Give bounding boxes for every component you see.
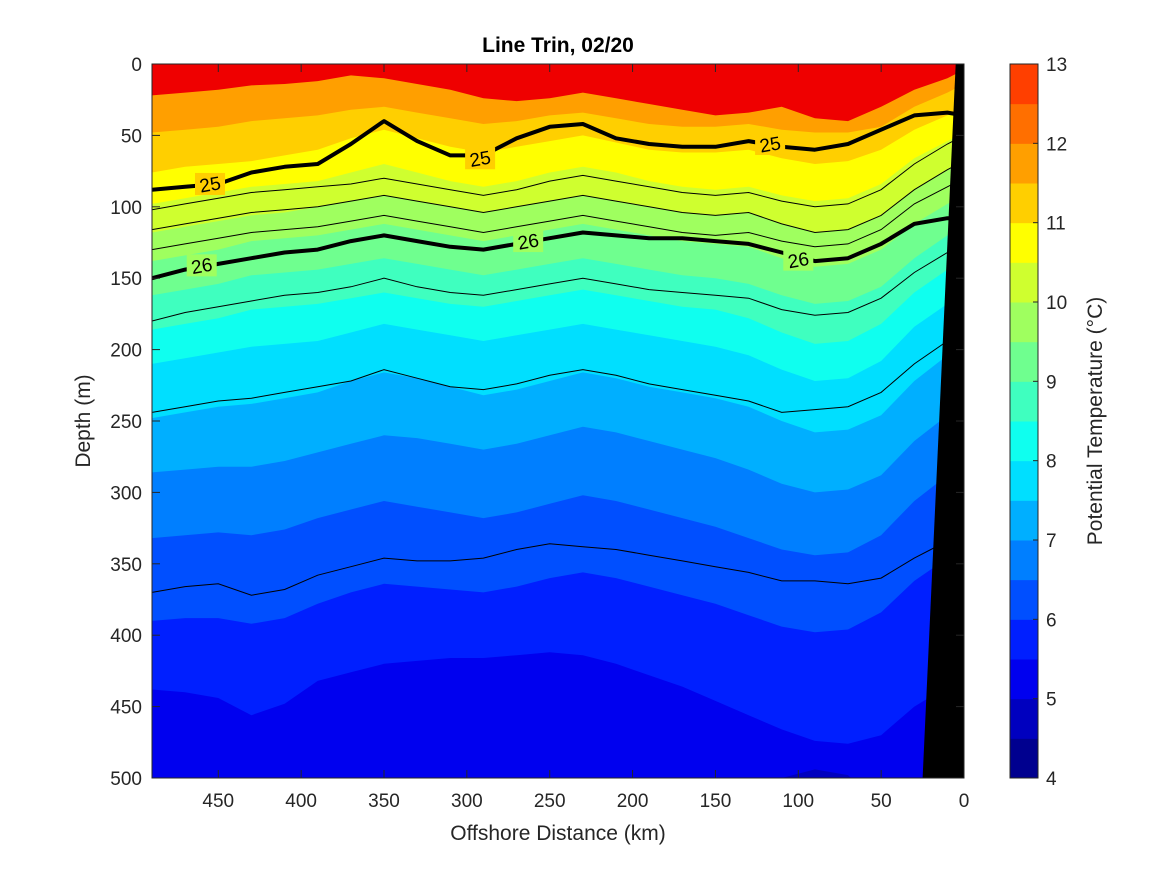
- x-tick-label: 350: [368, 791, 400, 812]
- colorbar-tick-label: 4: [1046, 769, 1057, 790]
- colorbar-swatch: [1010, 183, 1038, 224]
- contour-label: 26: [513, 230, 544, 255]
- y-tick-label: 250: [110, 412, 142, 433]
- colorbar-swatch: [1010, 540, 1038, 581]
- thin-contour-lines: [152, 134, 964, 596]
- contour-line: [152, 160, 964, 234]
- y-tick-label: 500: [110, 769, 142, 790]
- colorbar-swatch: [1010, 659, 1038, 700]
- x-tick-label: 250: [534, 791, 566, 812]
- contour-label: 26: [783, 248, 814, 273]
- colorbar-tick-label: 12: [1046, 134, 1067, 155]
- contour-label-text: 26: [190, 255, 214, 279]
- colorbar-swatch: [1010, 738, 1038, 779]
- contour-label: 25: [755, 132, 786, 158]
- x-axis-label: Offshore Distance (km): [450, 822, 666, 845]
- contour-line: [152, 240, 964, 322]
- contour-label: 26: [186, 254, 217, 279]
- bathymetry-mask: [922, 64, 964, 778]
- y-tick-label: 450: [110, 698, 142, 719]
- y-tick-label: 0: [131, 55, 142, 76]
- contour-label-text: 25: [198, 173, 222, 197]
- x-tick-label: 100: [782, 791, 814, 812]
- y-tick-label: 200: [110, 341, 142, 362]
- colorbar-tick-label: 5: [1046, 690, 1057, 711]
- contour-line: [152, 134, 964, 211]
- temperature-fills: [152, 69, 964, 778]
- colorbar-swatch: [1010, 302, 1038, 343]
- colorbar-swatch: [1010, 341, 1038, 382]
- colorbar-swatch: [1010, 64, 1038, 105]
- colorbar-label: Potential Temperature (°C): [1084, 297, 1107, 545]
- colorbar-tick-label: 8: [1046, 452, 1057, 473]
- colorbar: 4 5 6 7 8 9 10 11 12 13: [1009, 55, 1067, 790]
- contour-label: 25: [195, 172, 225, 198]
- x-tick-label: 400: [285, 791, 317, 812]
- colorbar-tick-label: 7: [1046, 531, 1057, 552]
- colorbar-swatch: [1010, 103, 1038, 144]
- colorbar-swatch: [1010, 262, 1038, 303]
- colorbar-tick-label: 13: [1046, 55, 1067, 76]
- contour-label-text: 25: [758, 133, 782, 157]
- x-tick-label: 200: [617, 791, 649, 812]
- colorbar-tick-label: 9: [1046, 372, 1057, 393]
- y-tick-label: 150: [110, 269, 142, 290]
- colorbar-tick-label: 11: [1046, 214, 1066, 235]
- contour-line: [152, 177, 964, 251]
- x-tick-label: 300: [451, 791, 483, 812]
- colorbar-swatch: [1010, 421, 1038, 462]
- y-tick-label: 350: [110, 555, 142, 576]
- y-axis-label: Depth (m): [72, 374, 95, 467]
- colorbar-swatch: [1010, 619, 1038, 660]
- colorbar-swatch: [1010, 143, 1038, 184]
- isopycnal-26-line: [152, 216, 964, 281]
- labeled-contour-lines: [152, 110, 964, 281]
- colorbar-tick-label: 10: [1046, 293, 1067, 314]
- y-axis-ticks: 0 50 100 150 200 250 300 350 400 450 500: [110, 55, 964, 790]
- contour-label: 25: [465, 147, 496, 172]
- y-tick-label: 300: [110, 483, 142, 504]
- contour-label-text: 26: [516, 230, 540, 254]
- x-tick-label: 150: [700, 791, 732, 812]
- colorbar-swatch: [1010, 222, 1038, 263]
- contour-labels: 25 25 25 26 26 26: [186, 132, 814, 279]
- y-tick-label: 50: [121, 126, 142, 147]
- contour-line: [152, 326, 964, 413]
- contour-label-text: 25: [468, 148, 492, 172]
- x-tick-label: 450: [202, 791, 234, 812]
- colorbar-swatch: [1010, 381, 1038, 422]
- contour-label-text: 26: [786, 249, 810, 273]
- x-tick-label: 50: [871, 791, 892, 812]
- colorbar-swatch: [1010, 460, 1038, 501]
- temperature-band: [781, 769, 852, 778]
- colorbar-swatch: [1010, 579, 1038, 620]
- colorbar-frame: [1009, 63, 1039, 779]
- x-axis-ticks: 450 400 350 300 250 200 150 100 50 0: [202, 64, 969, 812]
- x-tick-label: 0: [959, 791, 970, 812]
- plot-area: 25 25 25 26 26 26: [152, 64, 964, 778]
- colorbar-swatch: [1010, 500, 1038, 541]
- temperature-band: [152, 652, 964, 778]
- isopycnal-25-line: [152, 110, 964, 192]
- y-tick-label: 400: [110, 626, 142, 647]
- colorbar-tick-label: 6: [1046, 610, 1057, 631]
- colorbar-swatch: [1010, 698, 1038, 739]
- contour-line: [152, 531, 964, 596]
- y-tick-label: 100: [110, 198, 142, 219]
- chart-title: Line Trin, 02/20: [482, 34, 634, 57]
